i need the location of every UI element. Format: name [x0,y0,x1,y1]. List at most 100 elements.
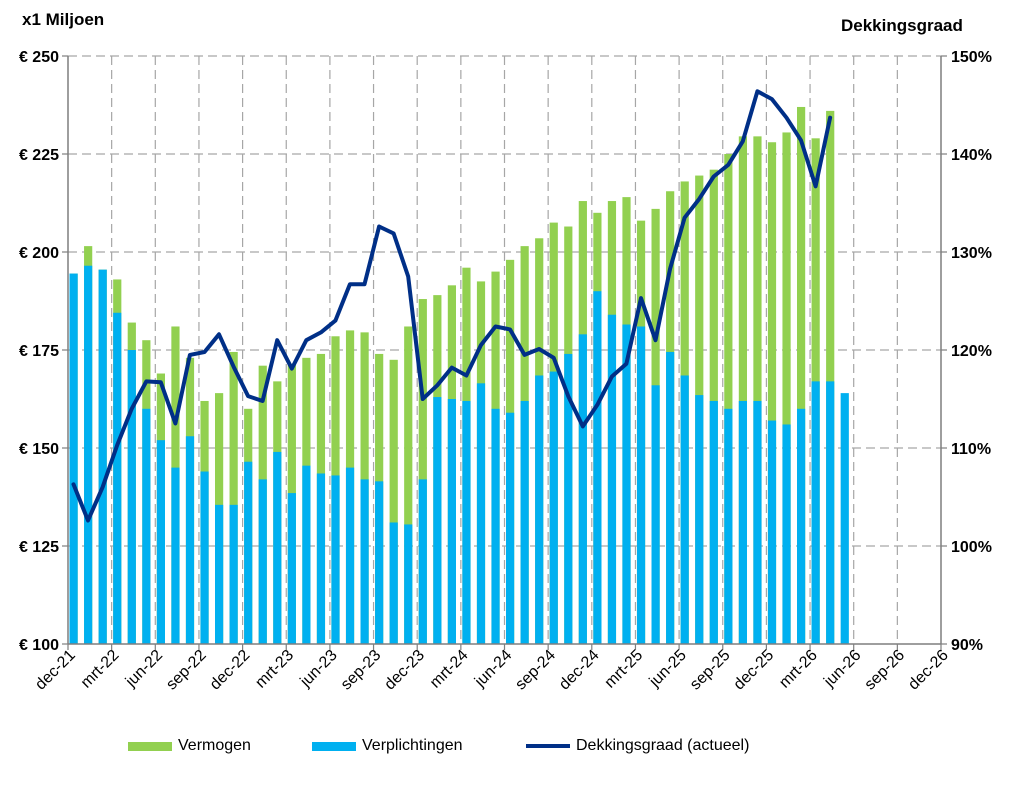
x-tick-label: dec-26 [905,647,952,694]
x-tick-label: jun-23 [297,647,341,691]
right-tick-label: 150% [951,49,992,66]
bar-vermogen [826,110,835,644]
bar-verplichtingen [127,350,136,644]
legend-item-vermogen: Vermogen [128,734,251,758]
left-axis-unit-label: x1 Miljoen [22,10,105,29]
bar-verplichtingen [84,265,93,644]
gridlines [68,55,941,644]
x-tick-label: sep-24 [512,647,559,694]
bar-verplichtingen [709,400,718,644]
x-tick-label: mrt-25 [602,647,647,692]
bar-verplichtingen [680,375,689,644]
x-tick-label: jun-24 [471,647,515,691]
bar-verplichtingen [506,412,515,644]
bar-verplichtingen [98,269,107,644]
line-dekkingsgraad [71,89,833,523]
bar-verplichtingen [826,381,835,644]
bar-verplichtingen [433,397,442,644]
legend-label-verplichtingen: Verplichtingen [362,737,463,754]
left-tick-label: € 175 [19,343,59,360]
bar-verplichtingen [593,291,602,644]
x-tick-label: sep-26 [862,647,909,694]
right-axis-title: Dekkingsgraad [841,16,963,35]
x-tick-label: dec-25 [731,647,778,694]
legend-label-vermogen: Vermogen [178,737,251,754]
legend-swatch-verplichtingen [312,741,356,751]
bar-vermogen [738,136,747,645]
bar-verplichtingen [578,334,587,644]
right-tick-label: 130% [951,245,992,262]
bar-verplichtingen [535,375,544,644]
bar-verplichtingen [156,440,165,644]
left-tick-label: € 225 [19,147,59,164]
x-tick-label: dec-24 [556,647,603,694]
bar-verplichtingen [302,465,311,644]
bar-vermogen [404,326,413,644]
legend-item-verplichtingen: Verplichtingen [312,734,463,758]
right-tick-label: 110% [951,441,991,458]
bar-verplichtingen [258,479,267,644]
legend-label-dekkingsgraad: Dekkingsgraad (actueel) [576,737,750,754]
right-tick-label: 90% [951,637,983,654]
bar-verplichtingen [447,399,456,644]
bar-verplichtingen [622,324,631,644]
legend-item-dekkingsgraad: Dekkingsgraad (actueel) [526,734,749,758]
bar-vermogen [389,359,398,644]
x-tick-label: mrt-26 [776,647,821,692]
bar-verplichtingen [331,475,340,644]
left-tick-label: € 200 [19,245,59,262]
bar-verplichtingen [520,400,529,644]
bar-verplichtingen [549,371,558,644]
right-tick-label: 120% [951,343,992,360]
bar-verplichtingen [142,408,151,644]
bar-verplichtingen [753,400,762,644]
bar-verplichtingen [797,408,806,644]
bar-verplichtingen [345,467,355,644]
verplichtingen-bars [69,265,849,644]
bar-verplichtingen [215,504,224,644]
bar-verplichtingen [782,424,791,644]
bar-verplichtingen [666,351,675,644]
x-tick-label: dec-22 [207,647,254,694]
bar-vermogen [418,299,427,644]
bar-verplichtingen [171,467,180,644]
x-tick-label: mrt-23 [252,647,297,692]
bar-verplichtingen [695,395,704,644]
bar-verplichtingen [738,400,747,644]
legend-swatch-vermogen [128,741,172,751]
bar-verplichtingen [273,451,282,644]
bar-verplichtingen [636,326,646,644]
right-tick-label: 140% [951,147,992,164]
bar-verplichtingen [375,481,384,644]
x-tick-label: mrt-24 [427,647,472,692]
bar-verplichtingen [316,473,326,644]
bar-verplichtingen [724,408,733,644]
bar-verplichtingen [360,479,369,644]
x-tick-label: jun-26 [820,647,864,691]
x-tick-label: jun-22 [122,647,166,691]
x-tick-label: mrt-22 [78,647,123,692]
bar-verplichtingen [287,493,296,644]
bar-verplichtingen [113,312,122,644]
bar-verplichtingen [404,524,413,644]
bar-verplichtingen [69,273,78,644]
x-tick-label: dec-23 [381,647,428,694]
x-tick-label: jun-25 [646,647,690,691]
bar-verplichtingen [767,420,777,644]
right-tick-label: 100% [951,539,992,556]
right-axis-ticks: 90% 100% 110% 120% 130% 140% 150% [941,49,992,654]
bar-vermogen [724,154,733,644]
bar-verplichtingen [811,381,820,644]
bar-vermogen [782,132,791,644]
bar-verplichtingen [229,504,238,644]
bar-verplichtingen [200,471,209,644]
legend: Vermogen Verplichtingen Dekkingsgraad (a… [0,734,1011,758]
left-tick-label: € 250 [19,49,59,66]
bar-verplichtingen [462,400,471,644]
bar-verplichtingen [564,353,573,644]
x-tick-label: sep-23 [338,647,385,694]
legend-line-dekkingsgraad [526,744,570,748]
bar-vermogen [797,106,806,644]
